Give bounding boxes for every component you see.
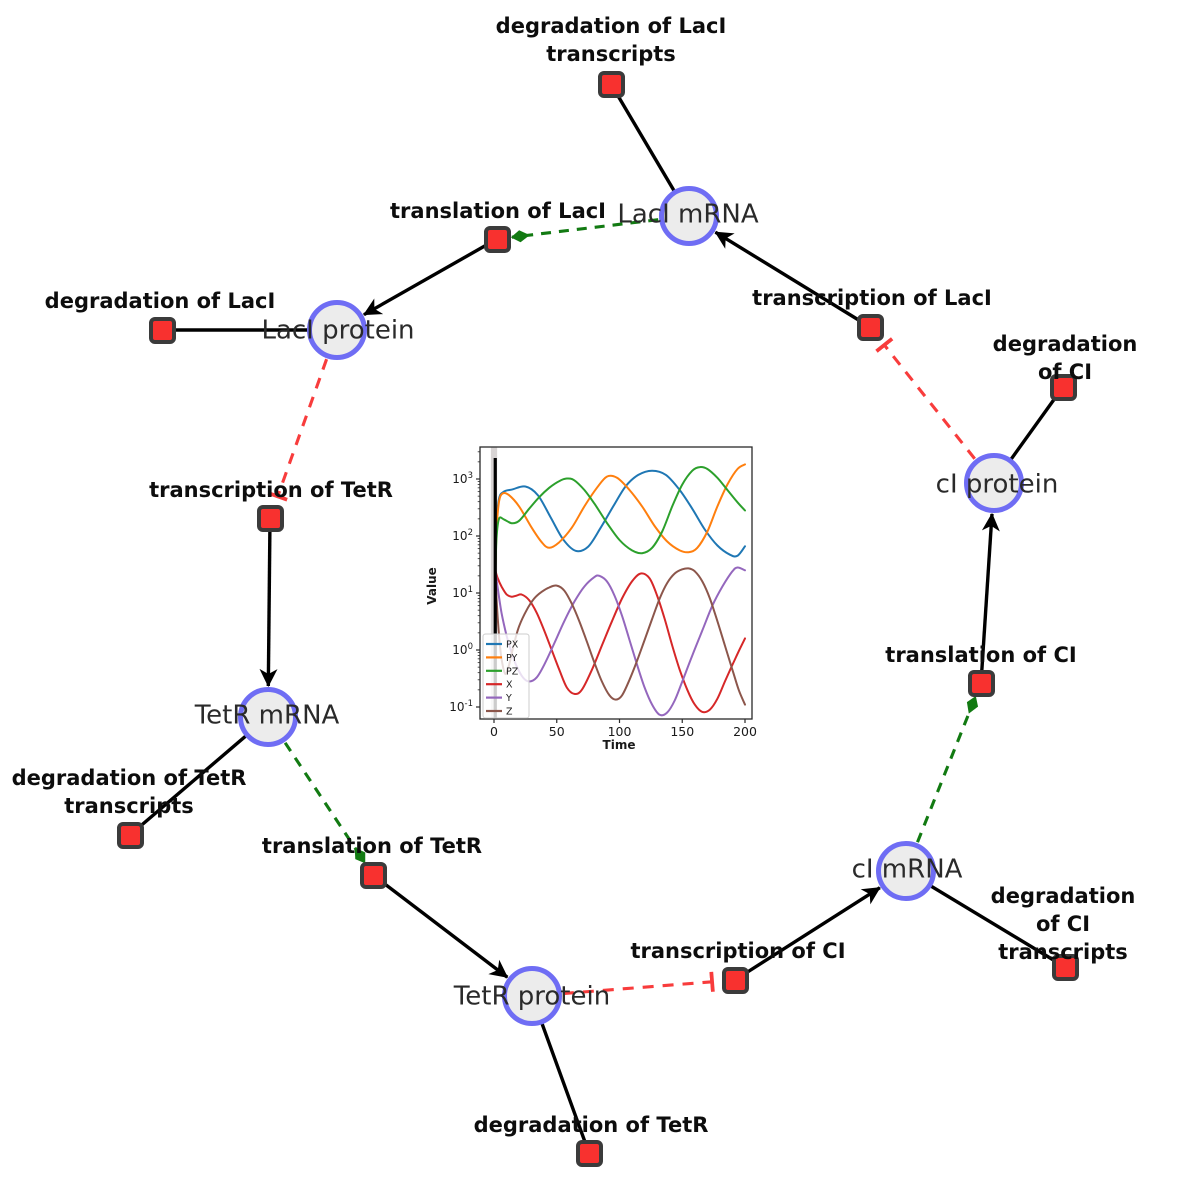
x-tick-label: 50 [549,724,565,739]
reaction-node-deg_CI_transcripts[interactable] [1051,953,1079,981]
edge-translation_LacI-LacI_protein [363,237,498,317]
reaction-node-transcription_CI[interactable] [721,966,749,994]
reaction-node-deg_LacI[interactable] [148,316,176,344]
legend-label-Y: Y [505,693,512,704]
species-node-cI_mRNA[interactable] [876,841,936,901]
series-line-Z [494,567,746,706]
y-tick-label: 103 [452,471,473,486]
edge-transcription_LacI-LacI_mRNA [714,230,871,329]
time-series-chart: 0 50 100 150 200 10-1 100 101 102 103 PX PY PZ XYZ Ti… [425,446,757,752]
edge-deg_CI_transcripts-cI_mRNA [905,869,1066,969]
reaction-node-translation_CI[interactable] [967,669,995,697]
edge-TetR_protein-transcription_CI [562,971,715,996]
y-tick-label: 101 [452,585,473,600]
species-node-LacI_mRNA[interactable] [659,186,719,246]
x-axis-label: Time [603,738,636,752]
edge-TetR_mRNA-translation_TetR [283,741,366,864]
reaction-node-deg_TetR_transcripts[interactable] [116,821,144,849]
reaction-node-deg_CI[interactable] [1049,373,1077,401]
legend-label-PX: PX [506,640,519,651]
reaction-node-transcription_LacI[interactable] [856,313,884,341]
edge-transcription_TetR-TetR_mRNA [259,517,278,688]
series-line-PZ [494,466,746,577]
x-tick-label: 0 [490,724,498,739]
legend-label-PY: PY [506,653,518,664]
edge-transcription_CI-cI_mRNA [734,886,881,982]
series-line-PY [494,463,746,577]
species-node-cI_protein[interactable] [964,453,1024,513]
species-node-TetR_protein[interactable] [502,966,562,1026]
edge-cI_mRNA-translation_CI [916,696,979,843]
edge-translation_CI-cI_protein [979,512,1000,684]
series-line-X [494,569,746,714]
legend-label-Z: Z [506,707,513,718]
edge-LacI_mRNA-translation_LacI [510,218,659,243]
reaction-node-transcription_TetR[interactable] [256,504,284,532]
y-tick-label: 10-1 [449,699,473,714]
reaction-node-deg_LacI_transcripts[interactable] [597,70,625,98]
reaction-node-translation_TetR[interactable] [359,861,387,889]
reaction-node-translation_LacI[interactable] [483,225,511,253]
x-tick-label: 150 [670,724,694,739]
x-tick-label: 100 [608,724,632,739]
edge-translation_TetR-TetR_protein [371,873,509,979]
y-axis-label: Value [425,567,439,605]
edge-LacI_protein-transcription_TetR [267,358,329,502]
x-tick-label: 200 [733,724,757,739]
species-node-TetR_mRNA[interactable] [238,687,298,747]
species-node-LacI_protein[interactable] [307,300,367,360]
y-tick-label: 102 [452,528,473,543]
series-line-Y [494,566,746,717]
y-tick-label: 100 [452,642,473,657]
plot-frame [479,446,753,720]
edge-cI_protein-transcription_LacI [875,337,976,460]
legend-label-PZ: PZ [506,666,519,677]
reaction-node-deg_TetR[interactable] [575,1139,603,1167]
series-line-PX [494,469,746,572]
legend-label-X: X [506,680,513,691]
